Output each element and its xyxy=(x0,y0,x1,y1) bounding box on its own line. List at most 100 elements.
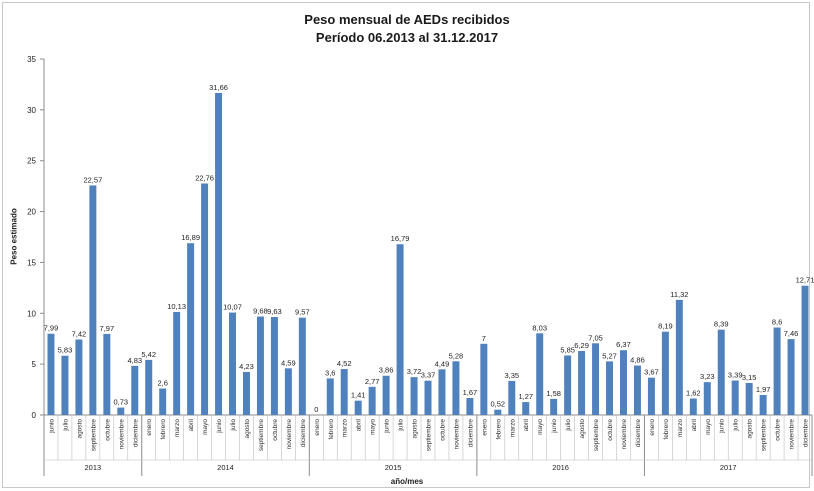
x-tick-label: julio xyxy=(230,419,237,432)
bar xyxy=(480,343,488,415)
bar xyxy=(61,355,69,415)
bar xyxy=(187,243,195,415)
x-tick-label: junio xyxy=(48,419,55,434)
bar xyxy=(633,365,641,415)
data-label: 6,37 xyxy=(616,340,631,349)
bar xyxy=(145,359,153,415)
bar xyxy=(396,244,404,415)
data-label: 3,67 xyxy=(644,368,659,377)
bar xyxy=(745,382,753,415)
data-label: 8,19 xyxy=(658,322,673,331)
y-tick-label: 30 xyxy=(27,106,36,115)
data-label: 4,86 xyxy=(630,356,645,365)
data-label: 9,57 xyxy=(295,308,310,317)
x-tick-label: julio xyxy=(398,419,405,432)
bar xyxy=(731,380,739,415)
data-label: 22,76 xyxy=(195,173,214,182)
data-label: 31,66 xyxy=(209,83,228,92)
data-label: 2,77 xyxy=(365,377,380,386)
data-label: 7 xyxy=(482,334,486,343)
data-label: 22,57 xyxy=(83,175,102,184)
year-label: 2015 xyxy=(385,463,402,472)
y-tick-label: 25 xyxy=(27,157,36,166)
x-tick-label: octubre xyxy=(607,419,614,441)
bar xyxy=(201,183,209,415)
bar xyxy=(494,409,502,415)
data-label: 8,6 xyxy=(772,318,782,327)
x-tick-label: julio xyxy=(733,419,740,432)
bar xyxy=(242,371,250,415)
bar xyxy=(103,333,111,415)
x-tick-label: mayo xyxy=(202,419,209,435)
chart-subtitle: Período 06.2013 al 31.12.2017 xyxy=(315,30,499,45)
x-tick-label: diciembre xyxy=(467,419,474,448)
y-tick-label: 5 xyxy=(32,360,37,369)
data-label: 7,99 xyxy=(44,324,59,333)
bar xyxy=(173,311,181,415)
x-tick-label: junio xyxy=(216,419,223,434)
data-label: 16,89 xyxy=(181,233,200,242)
x-tick-label: abril xyxy=(691,418,698,431)
x-tick-label: diciembre xyxy=(132,419,139,448)
bar xyxy=(759,394,767,415)
data-label: 7,42 xyxy=(72,330,87,339)
bar xyxy=(215,92,223,416)
data-label: 4,59 xyxy=(281,358,296,367)
year-label: 2017 xyxy=(720,463,737,472)
x-tick-label: abril xyxy=(356,418,363,431)
x-tick-label: marzo xyxy=(677,419,684,437)
bar xyxy=(508,380,516,415)
data-label: 1,41 xyxy=(351,391,366,400)
data-label: 8,39 xyxy=(714,320,729,329)
data-label: 6,29 xyxy=(574,341,589,350)
x-tick-label: mayo xyxy=(705,419,712,435)
x-tick-label: septiembre xyxy=(426,419,433,452)
x-tick-label: diciembre xyxy=(300,419,307,448)
x-tick-label: agosto xyxy=(244,419,251,439)
bar xyxy=(578,351,586,415)
bar xyxy=(773,327,781,415)
x-tick-label: junio xyxy=(719,419,726,434)
bar xyxy=(606,361,614,415)
data-label: 0,73 xyxy=(113,398,128,407)
data-label: 7,05 xyxy=(588,333,603,342)
x-tick-label: octubre xyxy=(272,419,279,441)
bar xyxy=(703,382,711,415)
x-tick-label: febrero xyxy=(328,419,335,440)
bar xyxy=(410,377,418,415)
x-tick-label: mayo xyxy=(537,419,544,435)
data-label: 5,85 xyxy=(560,345,575,354)
data-label: 1,58 xyxy=(546,389,561,398)
x-tick-label: agosto xyxy=(747,419,754,439)
bar xyxy=(787,339,795,415)
data-label: 10,07 xyxy=(223,303,242,312)
bar xyxy=(466,398,474,415)
data-label: 5,83 xyxy=(58,346,73,355)
x-tick-label: agosto xyxy=(579,419,586,439)
data-label: 3,15 xyxy=(742,373,757,382)
y-tick-label: 15 xyxy=(27,258,36,267)
bar xyxy=(647,377,655,415)
data-label: 10,13 xyxy=(167,302,186,311)
bar xyxy=(117,407,125,415)
data-label: 0,52 xyxy=(491,400,506,409)
bar xyxy=(675,299,683,415)
bar xyxy=(284,368,292,415)
x-tick-label: noviembre xyxy=(118,419,125,450)
x-axis-label: año/mes xyxy=(390,477,424,486)
bar xyxy=(424,380,432,415)
data-label: 1,27 xyxy=(518,392,533,401)
bar xyxy=(717,329,725,415)
chart-title: Peso mensual de AEDs recibidos xyxy=(304,12,510,27)
x-tick-label: octubre xyxy=(104,419,111,441)
bar xyxy=(592,343,600,415)
bar xyxy=(270,317,278,415)
data-label: 1,62 xyxy=(686,389,701,398)
x-tick-label: noviembre xyxy=(453,419,460,450)
bar xyxy=(326,378,334,415)
x-tick-label: marzo xyxy=(509,419,516,437)
x-tick-label: enero xyxy=(146,419,153,436)
x-tick-label: febrero xyxy=(663,419,670,440)
bar xyxy=(801,285,809,415)
data-label: 4,23 xyxy=(239,362,254,371)
